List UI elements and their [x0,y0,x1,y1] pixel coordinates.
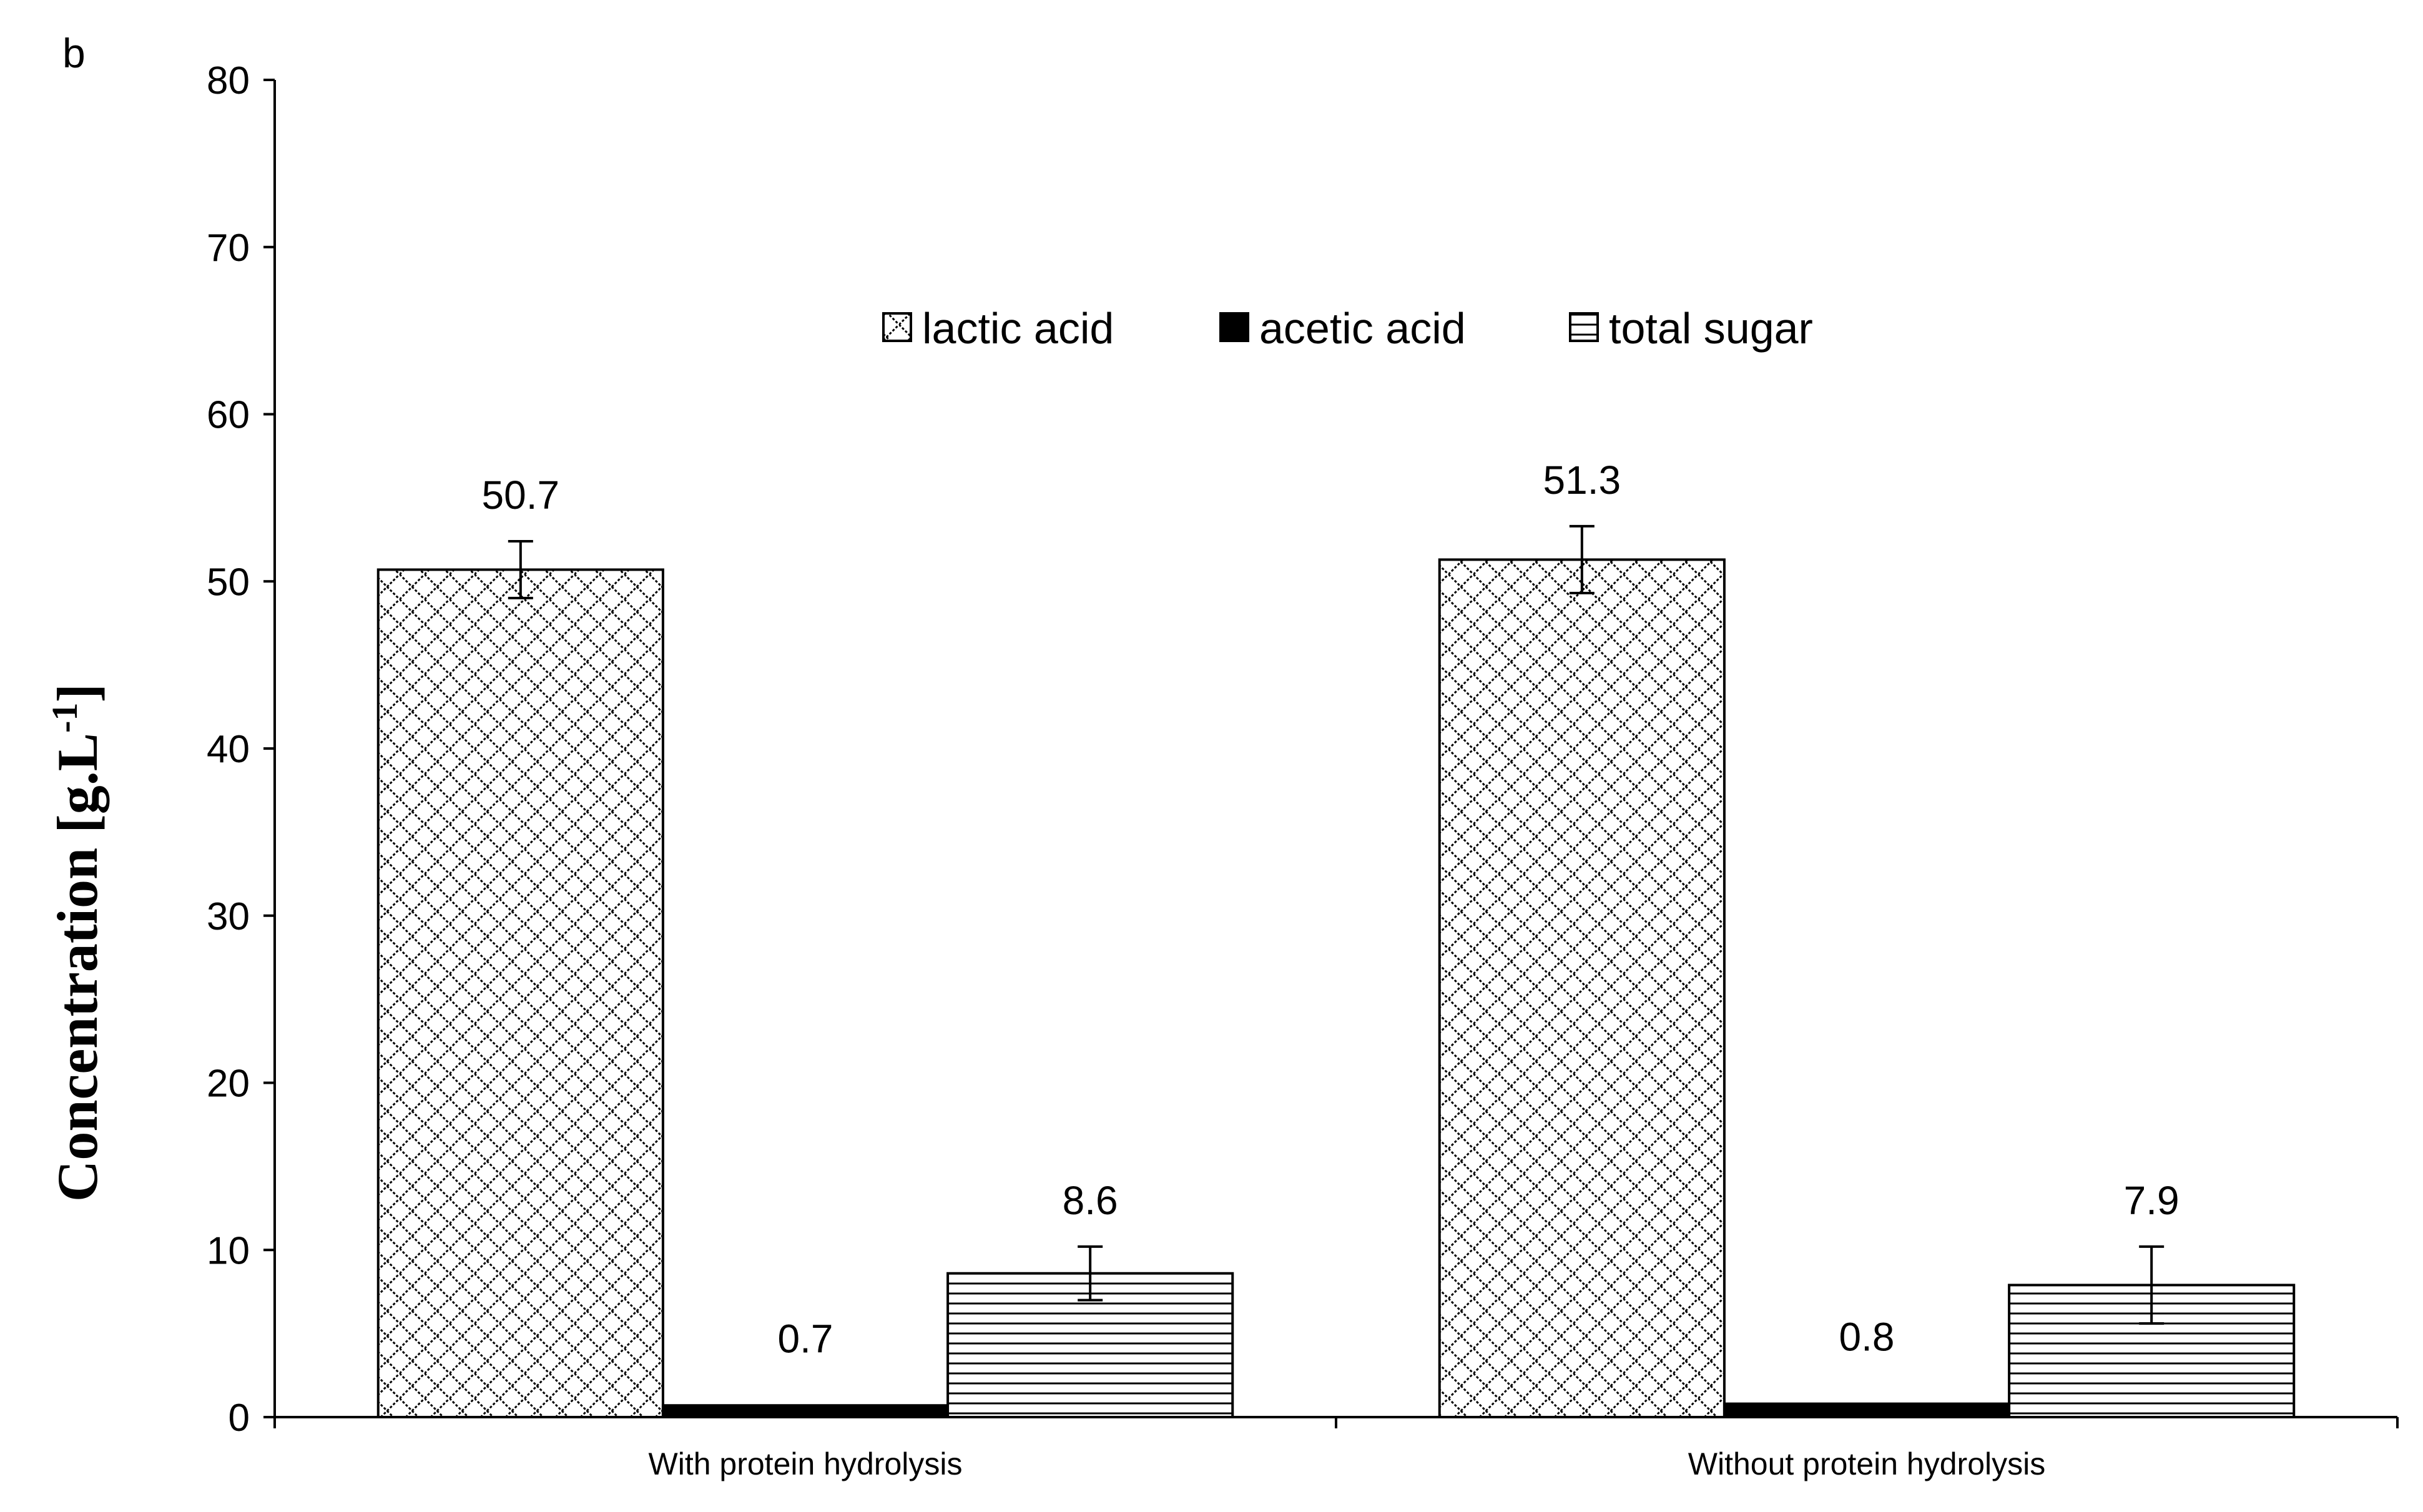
y-tick-label: 50 [207,561,250,604]
legend-swatch-lactic-acid [882,312,912,342]
data-label: 8.6 [1063,1178,1118,1223]
data-label: 0.7 [778,1316,833,1361]
data-label: 51.3 [1543,458,1621,503]
data-label: 50.7 [482,473,560,518]
data-label: 7.9 [2124,1178,2180,1223]
legend-label: acetic acid [1259,304,1466,353]
legend-label: total sugar [1609,304,1813,353]
legend-label: lactic acid [922,304,1114,353]
legend-swatch-total-sugar [1569,312,1599,342]
y-tick-label: 30 [207,895,250,938]
legend: lactic acid acetic acid total sugar [882,304,1813,353]
y-tick-label: 80 [207,59,250,102]
x-category-label: With protein hydrolysis [649,1446,963,1481]
bar-acetic-acid [661,1404,950,1419]
bar-acetic-acid [1723,1402,2011,1419]
y-tick-label: 60 [207,394,250,437]
y-tick-label: 20 [207,1063,250,1106]
legend-swatch-acetic-acid [1219,312,1249,342]
x-axis: With protein hydrolysis Without protein h… [273,1416,2399,1481]
y-tick-label: 70 [207,227,250,270]
x-category-label: Without protein hydrolysis [1688,1446,2045,1481]
bar-lactic-acid [1438,558,1726,1418]
y-tick-label: 40 [207,728,250,771]
y-tick-label: 0 [229,1397,250,1440]
bars-layer [376,524,2296,1419]
panel-label: b [62,30,86,76]
bar-lactic-acid [376,568,664,1419]
y-axis: 0 10 20 30 40 50 60 70 80 [207,59,276,1440]
y-axis-label-sup: -1 [44,703,85,733]
y-tick-label: 10 [207,1229,250,1272]
y-axis-label-close: ] [46,684,109,703]
y-axis-label: Concentration [g.L-1] [44,684,110,1202]
y-axis-label-main: Concentration [g.L [46,733,109,1202]
data-labels-layer: 50.7 0.7 8.6 51.3 0.8 7.9 [482,458,2180,1361]
data-label: 0.8 [1839,1315,1895,1360]
